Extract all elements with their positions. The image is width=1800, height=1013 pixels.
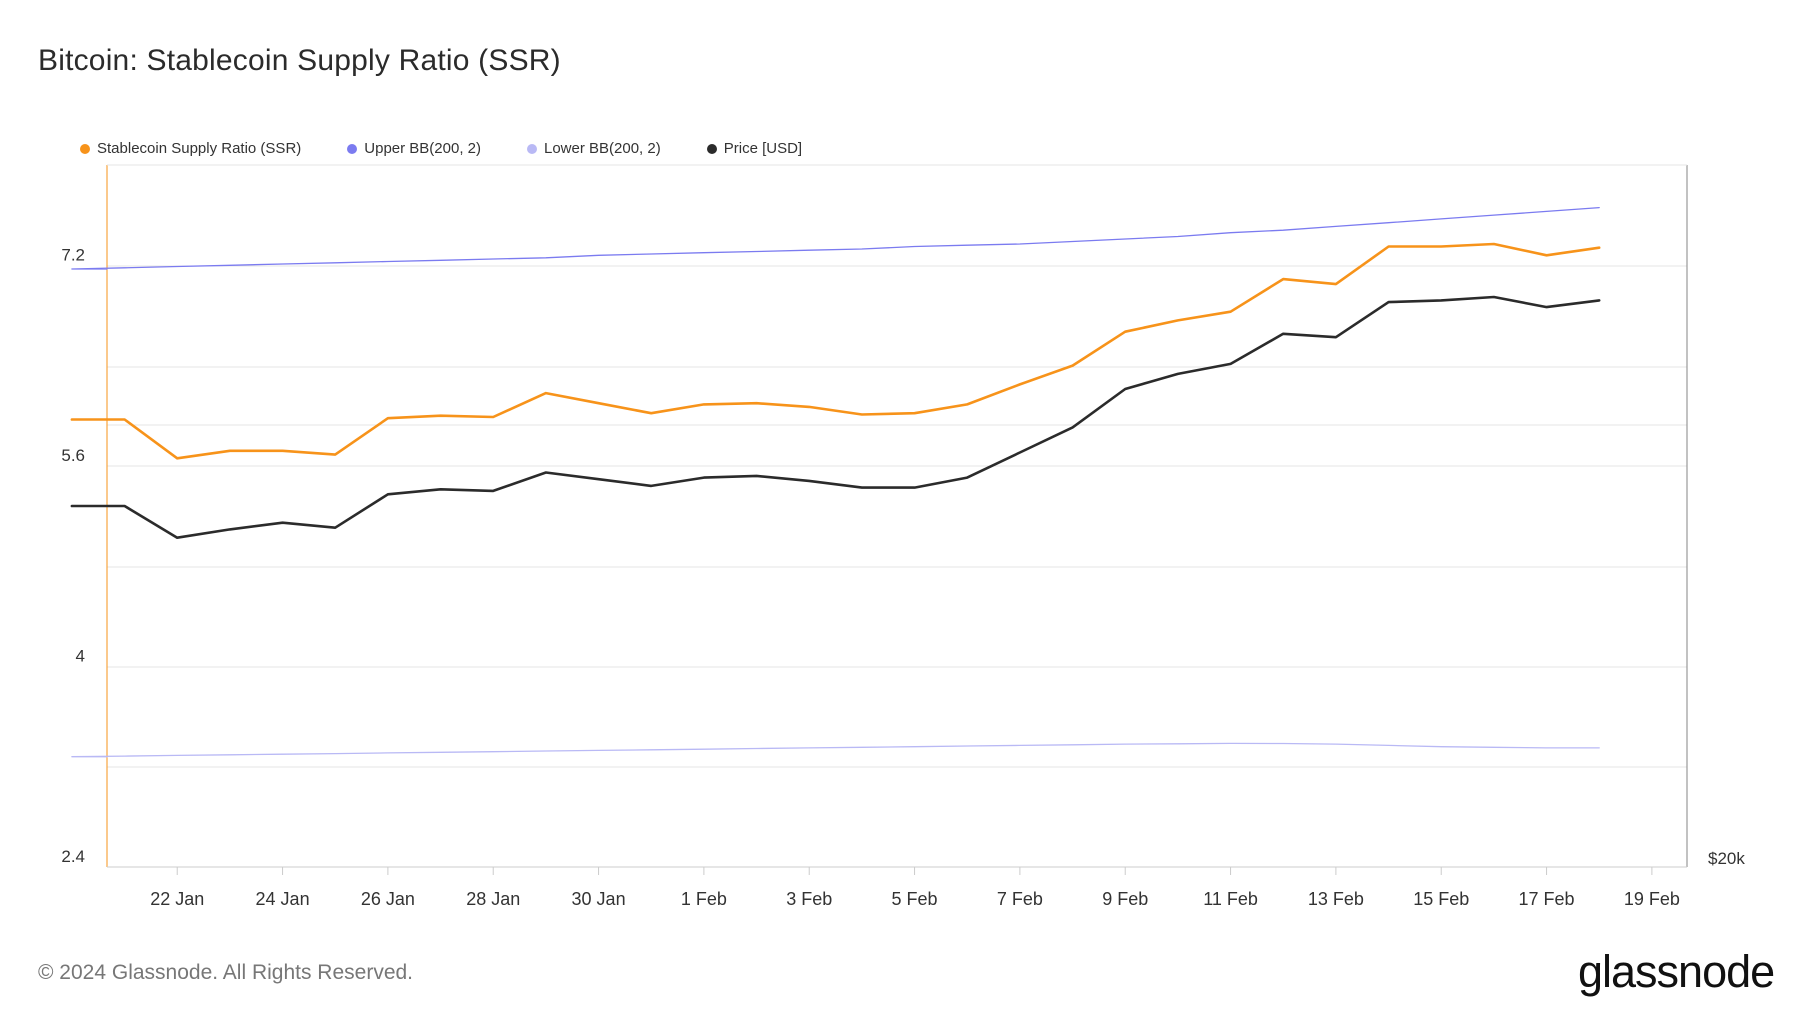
x-tick-label: 3 Feb [786, 889, 832, 909]
copyright-footer: © 2024 Glassnode. All Rights Reserved. [38, 961, 414, 984]
legend-label-lower-bb: Lower BB(200, 2) [544, 140, 661, 157]
legend-label-ssr: Stablecoin Supply Ratio (SSR) [97, 140, 302, 157]
legend-dot-lower-bb [527, 143, 537, 154]
lower-bb-line [71, 742, 1600, 758]
x-tick-label: 24 Jan [256, 889, 310, 909]
chart-title: Bitcoin: Stablecoin Supply Ratio (SSR) [38, 44, 561, 77]
ssr-line [70, 242, 1601, 460]
x-tick-label: 9 Feb [1102, 889, 1148, 909]
legend-item-ssr[interactable]: Stablecoin Supply Ratio (SSR) [80, 140, 301, 157]
legend-dot-ssr [80, 143, 90, 154]
upper-bb-line [71, 206, 1600, 270]
y-tick-label: 7.2 [61, 245, 85, 264]
y-tick-label: 5.6 [61, 446, 85, 465]
glassnode-logo: glassnode [1578, 946, 1775, 997]
x-tick-label: 22 Jan [150, 889, 204, 909]
x-tick-label: 30 Jan [572, 889, 626, 909]
x-tick-label: 11 Feb [1203, 889, 1258, 909]
legend-item-lower-bb[interactable]: Lower BB(200, 2) [527, 140, 661, 157]
y-tick-label: 2.4 [61, 847, 85, 866]
x-tick-label: 17 Feb [1519, 889, 1575, 909]
legend-label-upper-bb: Upper BB(200, 2) [364, 140, 481, 157]
line-chart[interactable]: 2.4 4 5.6 7.2 $20k 22 Jan 24 Jan 26 Jan 28 Jan 30… [0, 0, 1800, 940]
x-tick-label: 28 Jan [466, 889, 520, 909]
x-tick-label: 19 Feb [1624, 889, 1680, 909]
x-tick-label: 26 Jan [361, 889, 415, 909]
x-tick-label: 5 Feb [892, 889, 938, 909]
chart-legend: Stablecoin Supply Ratio (SSR) Upper BB(2… [80, 140, 848, 157]
legend-dot-price [706, 143, 717, 154]
y-right-tick-label: $20k [1708, 849, 1745, 868]
legend-item-price[interactable]: Price [USD] [706, 140, 803, 157]
x-tick-label: 1 Feb [681, 889, 727, 909]
x-tick-label: 7 Feb [997, 889, 1043, 909]
price-line [70, 295, 1601, 540]
x-tick-label: 13 Feb [1308, 889, 1364, 909]
legend-label-price: Price [USD] [723, 140, 803, 157]
legend-item-upper-bb[interactable]: Upper BB(200, 2) [347, 140, 481, 157]
legend-dot-upper-bb [347, 143, 358, 154]
y-tick-label: 4 [76, 646, 85, 665]
x-tick-label: 15 Feb [1413, 889, 1469, 909]
